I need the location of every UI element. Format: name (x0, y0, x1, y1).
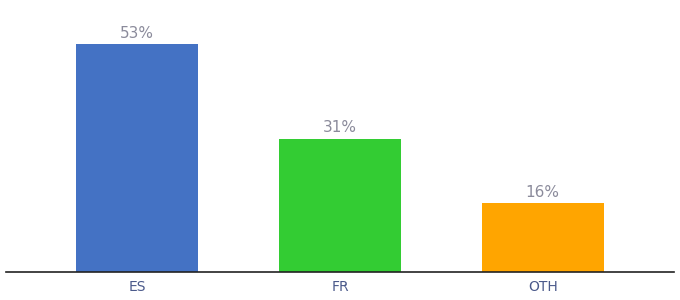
Bar (279, 139, 401, 272)
Text: 53%: 53% (120, 26, 154, 41)
Bar (76, 44, 198, 272)
Bar (482, 203, 604, 272)
Text: 16%: 16% (526, 185, 560, 200)
Text: 31%: 31% (323, 120, 357, 135)
